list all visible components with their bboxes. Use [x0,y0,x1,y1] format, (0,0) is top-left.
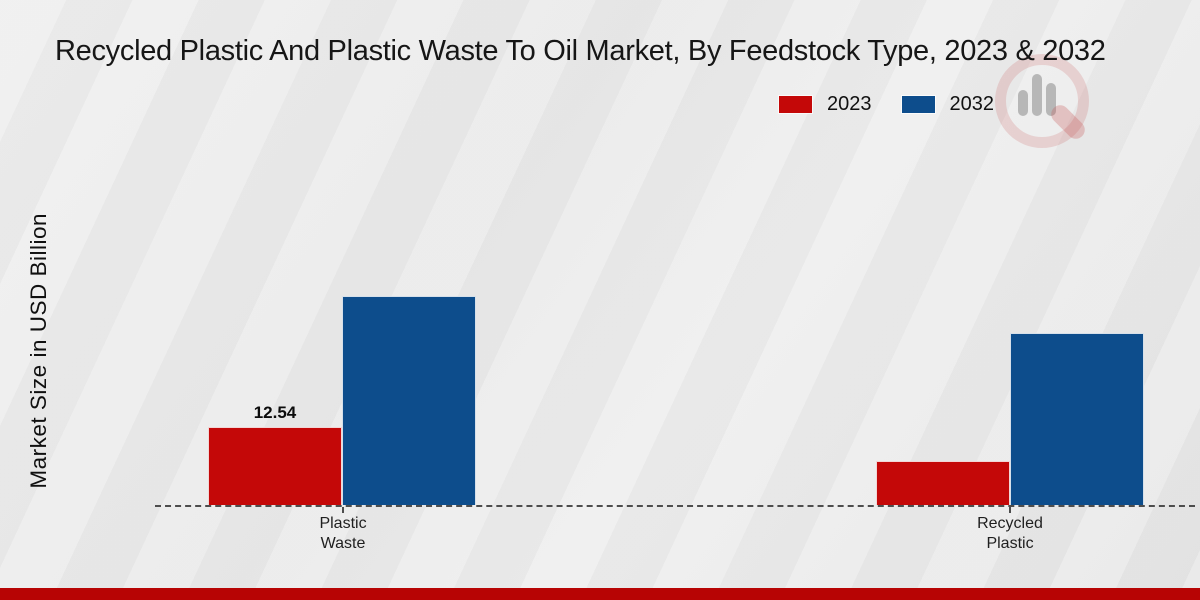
x-tick-label-recycled-plastic: Recycled Plastic [910,514,1110,554]
bar-value-label: 12.54 [253,403,297,422]
legend-item-2023: 2023 [779,93,872,116]
x-tick-label-line: Recycled [977,515,1043,532]
logo-ring [995,54,1089,148]
x-tick-label-line: Plastic [319,515,367,532]
x-tick-plastic-waste [342,507,344,513]
x-tick-recycled-plastic [1009,507,1011,513]
legend-label-2023: 2023 [827,93,872,115]
x-tick-label-plastic-waste: Plastic Waste [243,514,443,554]
bar-2032-recycled-plastic [1010,333,1144,505]
bar-2023-recycled-plastic [876,461,1010,505]
logo-bar-icon [1018,90,1028,116]
logo-bar-icon [1046,83,1056,116]
bar-2032-plastic-waste [342,296,476,505]
chart-title: Recycled Plastic And Plastic Waste To Oi… [55,35,1106,67]
legend-item-2032: 2032 [901,93,995,116]
legend: 2023 2032 [779,93,994,116]
x-tick-label-line: Plastic [986,535,1034,552]
legend-swatch-2023 [779,96,812,113]
legend-label-2032: 2032 [949,93,995,115]
x-tick-label-line: Waste [320,535,366,552]
watermark-logo-icon [995,54,1089,148]
footer-accent-bar [0,588,1200,600]
plot-area: 12.54 [208,296,1144,505]
logo-bar-icon [1032,74,1042,116]
x-axis-baseline [155,505,1195,507]
bar-2023-plastic-waste [208,427,342,505]
legend-swatch-2032 [901,96,935,113]
